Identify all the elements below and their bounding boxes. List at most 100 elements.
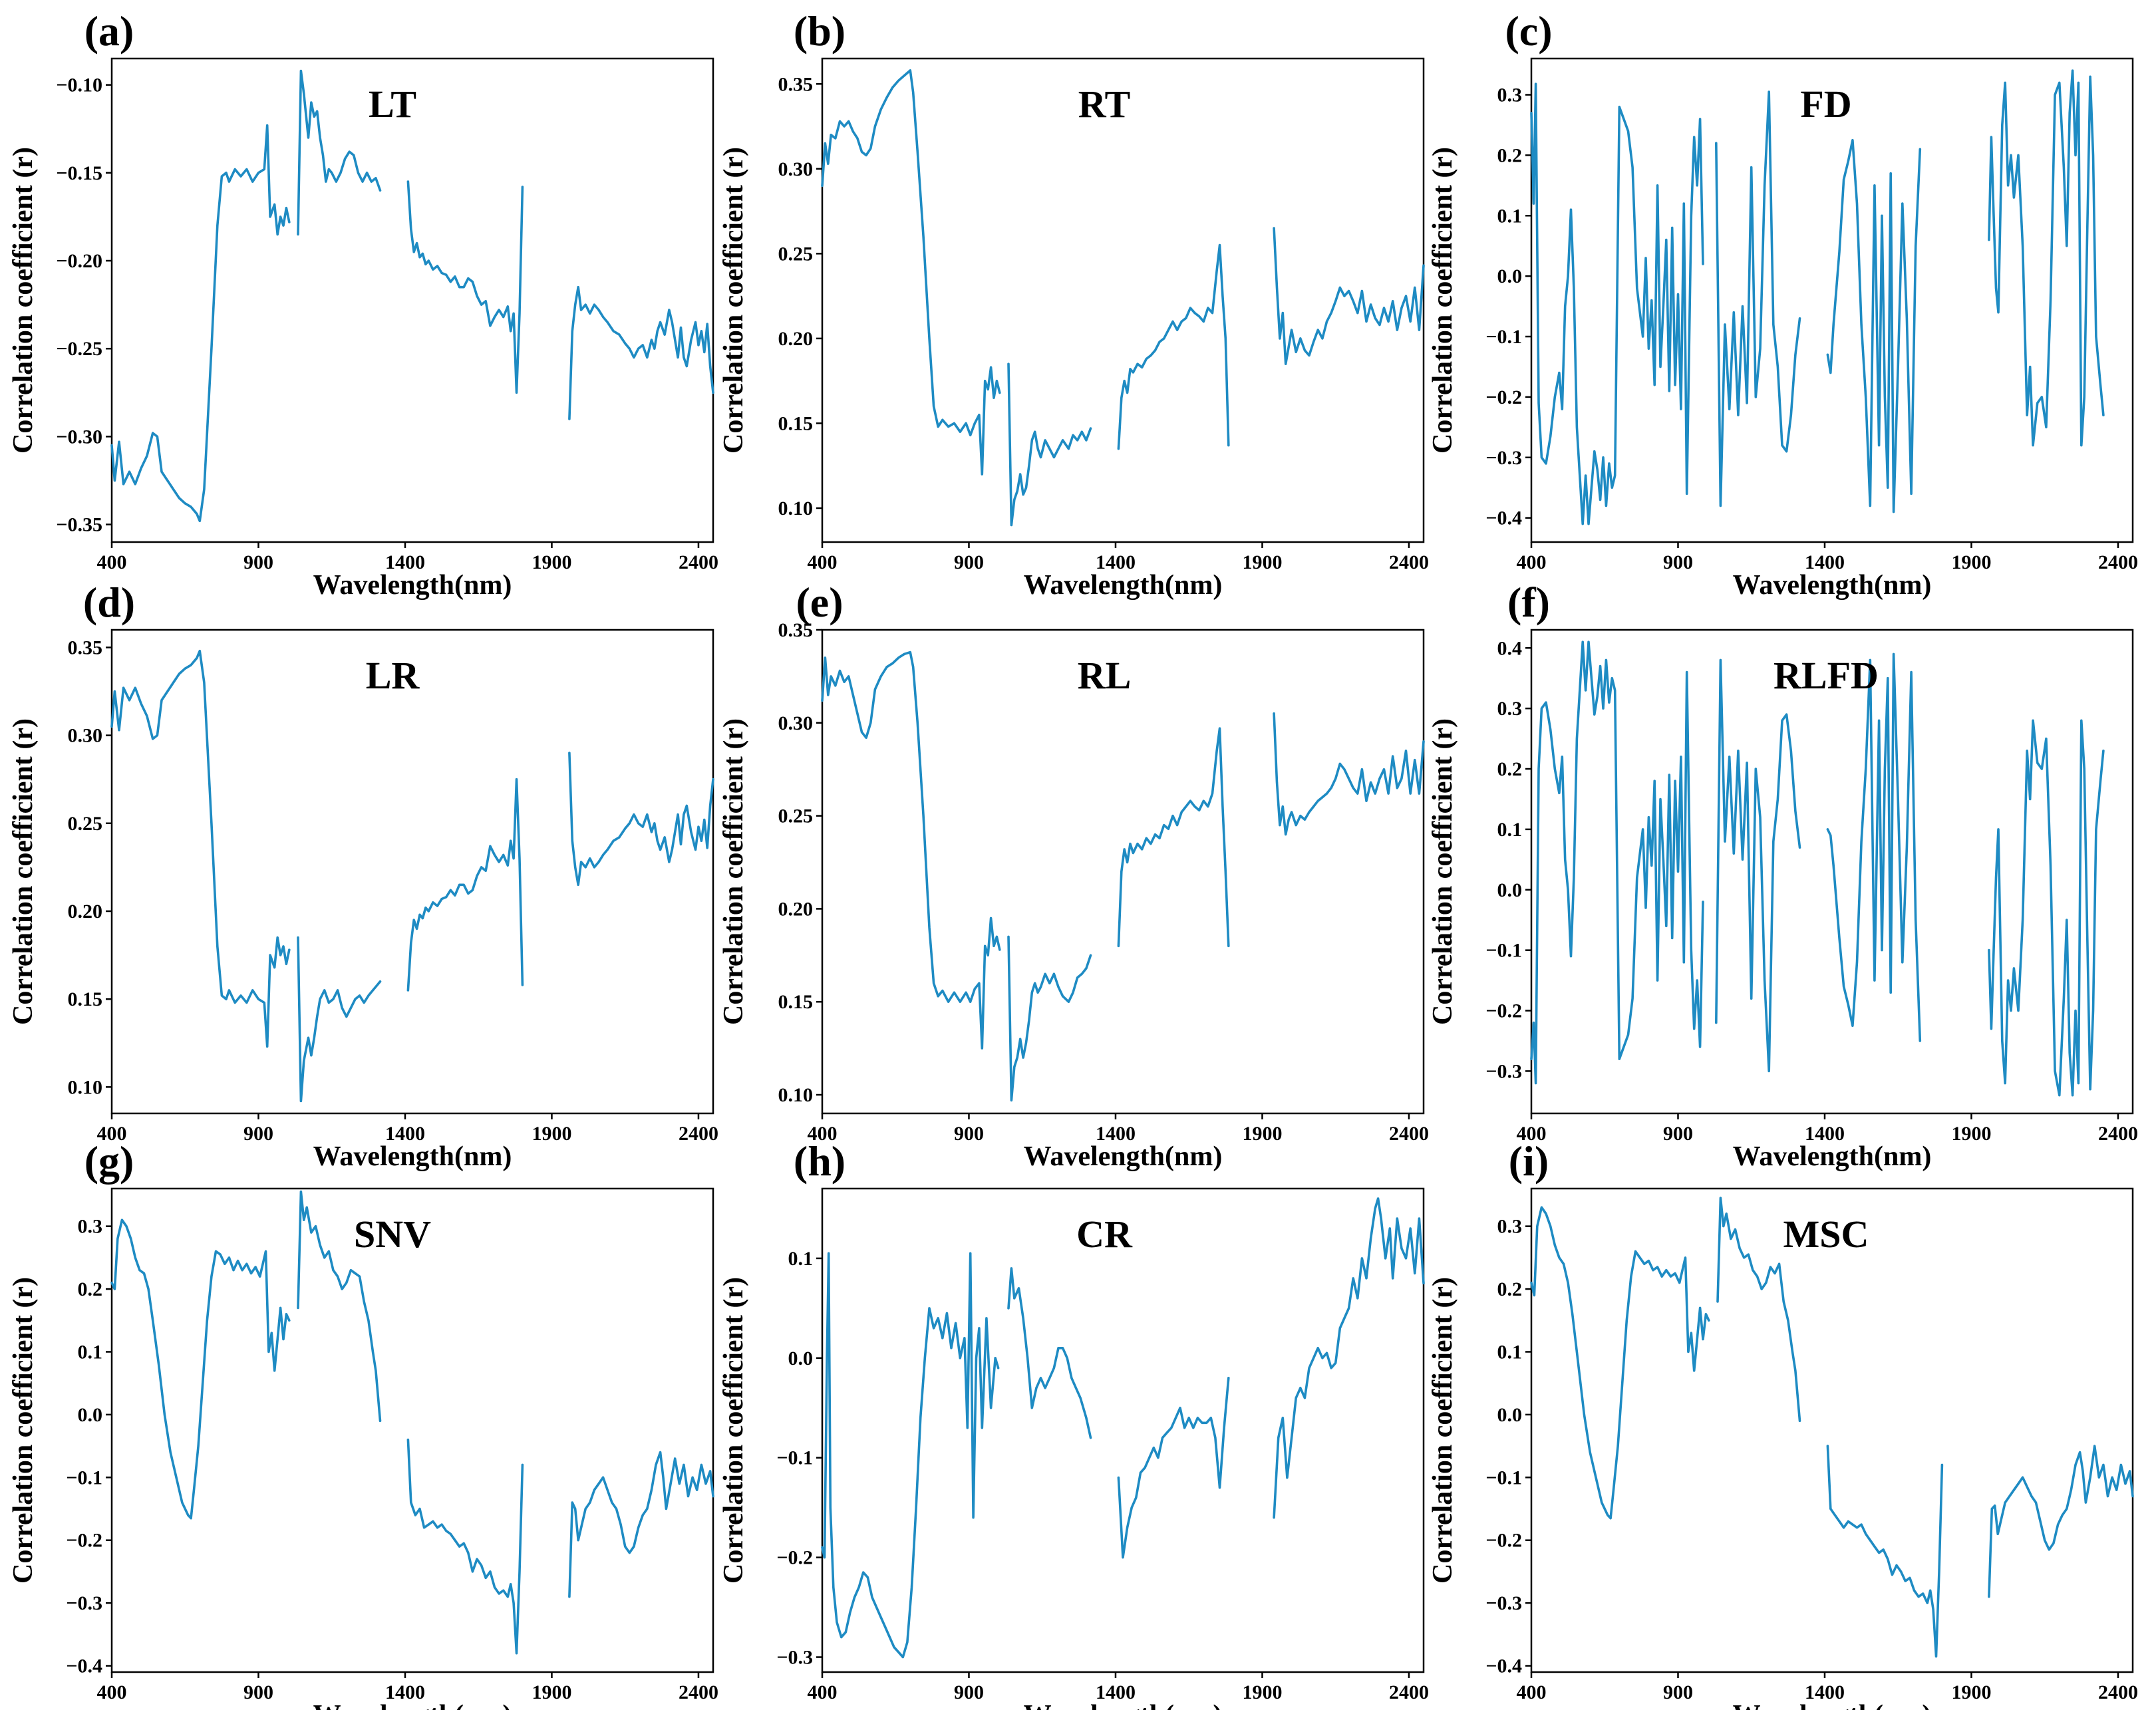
y-tick-label: −0.30 [56, 426, 102, 448]
panel-title: RL [1078, 654, 1132, 697]
y-tick-label: 0.0 [78, 1404, 103, 1426]
y-tick-label: 0.0 [1497, 265, 1523, 287]
series-line-segment [1273, 712, 1425, 836]
y-tick-label: 0.1 [788, 1248, 814, 1270]
y-tick-label: 0.30 [68, 725, 103, 747]
axes-frame [1530, 57, 2134, 543]
series-line-segment [1117, 243, 1230, 450]
series-line-segment [1007, 935, 1092, 1102]
x-tick-label: 2400 [2098, 1123, 2138, 1145]
y-tick-label: 0.3 [1497, 698, 1523, 720]
x-axis-label: Wavelength(nm) [313, 1141, 512, 1172]
x-tick-label: 2400 [2098, 1681, 2138, 1703]
series-line-segment [568, 1451, 714, 1598]
series-line-segment [568, 752, 714, 887]
series-line-segment [1826, 138, 1922, 513]
y-tick-label: −0.2 [776, 1547, 813, 1569]
x-tick-label: 900 [1663, 1123, 1693, 1145]
panel-f: 400 900 1400 1900 2400 −0.3 −0.2 −0.1 0.0 0.1 0.2 0… [1428, 579, 2138, 1172]
y-tick-label: −0.2 [1485, 386, 1522, 408]
y-axis-label: Correlation coefficient (r) [718, 1277, 749, 1584]
x-tick-label: 1400 [1805, 1681, 1845, 1703]
y-tick-label: −0.1 [66, 1467, 102, 1489]
y-tick-label: −0.15 [56, 162, 102, 184]
series-line-segment [1117, 1377, 1230, 1559]
panel-title: RT [1078, 82, 1131, 126]
series-line-segment [568, 285, 714, 420]
y-tick-label: −0.1 [776, 1447, 813, 1469]
x-axis-label: Wavelength(nm) [313, 570, 512, 601]
series-line-segment [406, 1438, 524, 1655]
x-tick-label: 1400 [1096, 551, 1136, 573]
series-line-segment [297, 1190, 382, 1423]
x-tick-label: 1400 [385, 1681, 425, 1703]
series-line-segment [1716, 1197, 1801, 1423]
axes-frame [821, 629, 1425, 1115]
y-tick-label: −0.4 [1485, 507, 1522, 529]
y-tick-label: 0.10 [68, 1076, 103, 1098]
series-line-segment [297, 936, 382, 1103]
x-axis-label: Wavelength(nm) [1024, 1700, 1223, 1710]
x-tick-label: 900 [1663, 1681, 1693, 1703]
x-tick-label: 1400 [385, 1123, 425, 1145]
panel-letter: (b) [794, 7, 846, 55]
y-tick-label: 0.2 [1497, 1278, 1523, 1300]
y-tick-label: 0.15 [778, 991, 814, 1013]
panel-letter: (a) [84, 7, 134, 55]
series-line-segment [1007, 362, 1092, 527]
panel-d: 400 900 1400 1900 2400 0.10 0.15 0.20 0.25 0.30 0.… [8, 579, 718, 1172]
y-tick-label: 0.1 [1497, 819, 1523, 841]
y-tick-label: −0.35 [56, 514, 102, 536]
y-tick-label: 0.30 [778, 712, 814, 734]
panel-title: RLFD [1773, 654, 1879, 697]
panel-i: 400 900 1400 1900 2400 −0.4 −0.3 −0.2 −0.1 0.0 0.1… [1428, 1137, 2138, 1710]
y-tick-label: −0.4 [66, 1655, 102, 1677]
y-tick-label: 0.2 [1497, 144, 1523, 166]
x-tick-label: 900 [954, 1123, 984, 1145]
x-tick-label: 2400 [1389, 1681, 1429, 1703]
y-tick-label: −0.3 [1485, 1592, 1522, 1614]
x-tick-label: 400 [808, 1681, 838, 1703]
series-line-segment [1530, 641, 1704, 1085]
panel-letter: (c) [1505, 7, 1552, 55]
panel-letter: (g) [84, 1137, 134, 1185]
x-axis-label: Wavelength(nm) [1024, 1141, 1223, 1172]
y-tick-label: −0.3 [776, 1647, 813, 1669]
x-axis-label: Wavelength(nm) [1733, 570, 1932, 601]
series-line-segment [1826, 1445, 1944, 1658]
panel-title: SNV [354, 1212, 431, 1256]
x-tick-label: 1400 [1096, 1123, 1136, 1145]
x-tick-label: 1900 [1951, 551, 1991, 573]
series-line-segment [110, 1218, 291, 1520]
y-tick-label: 0.3 [1497, 1216, 1523, 1238]
x-axis-label: Wavelength(nm) [1024, 570, 1223, 601]
y-tick-label: 0.1 [1497, 1341, 1523, 1363]
series-line-segment [1273, 227, 1425, 365]
x-tick-label: 1400 [1805, 551, 1845, 573]
y-tick-label: 0.10 [778, 498, 814, 519]
y-tick-label: −0.10 [56, 74, 102, 96]
x-tick-label: 900 [954, 551, 984, 573]
panel-b: 400 900 1400 1900 2400 0.10 0.15 0.20 0.25 0.30 0.… [718, 7, 1429, 601]
panel-letter: (d) [83, 579, 135, 626]
x-tick-label: 1400 [385, 551, 425, 573]
x-tick-label: 1900 [1951, 1123, 1991, 1145]
series-line-segment [821, 650, 1001, 1050]
y-tick-label: −0.4 [1485, 1655, 1522, 1677]
panel-title: LR [366, 654, 420, 697]
series-line-segment [1530, 82, 1704, 525]
y-tick-label: 0.10 [778, 1084, 814, 1106]
panel-title: LT [369, 82, 416, 126]
x-tick-label: 1400 [1805, 1123, 1845, 1145]
x-tick-label: 400 [97, 1123, 127, 1145]
y-tick-label: 0.0 [788, 1348, 814, 1369]
series-line-segment [1715, 90, 1801, 507]
y-tick-label: −0.2 [1485, 1000, 1522, 1022]
y-axis-label: Correlation coefficient (r) [718, 718, 749, 1025]
panel-letter: (e) [796, 579, 843, 626]
panel-title: FD [1800, 82, 1851, 126]
x-tick-label: 1400 [1096, 1681, 1136, 1703]
x-tick-label: 1900 [1242, 551, 1282, 573]
y-tick-label: 0.2 [78, 1278, 103, 1300]
